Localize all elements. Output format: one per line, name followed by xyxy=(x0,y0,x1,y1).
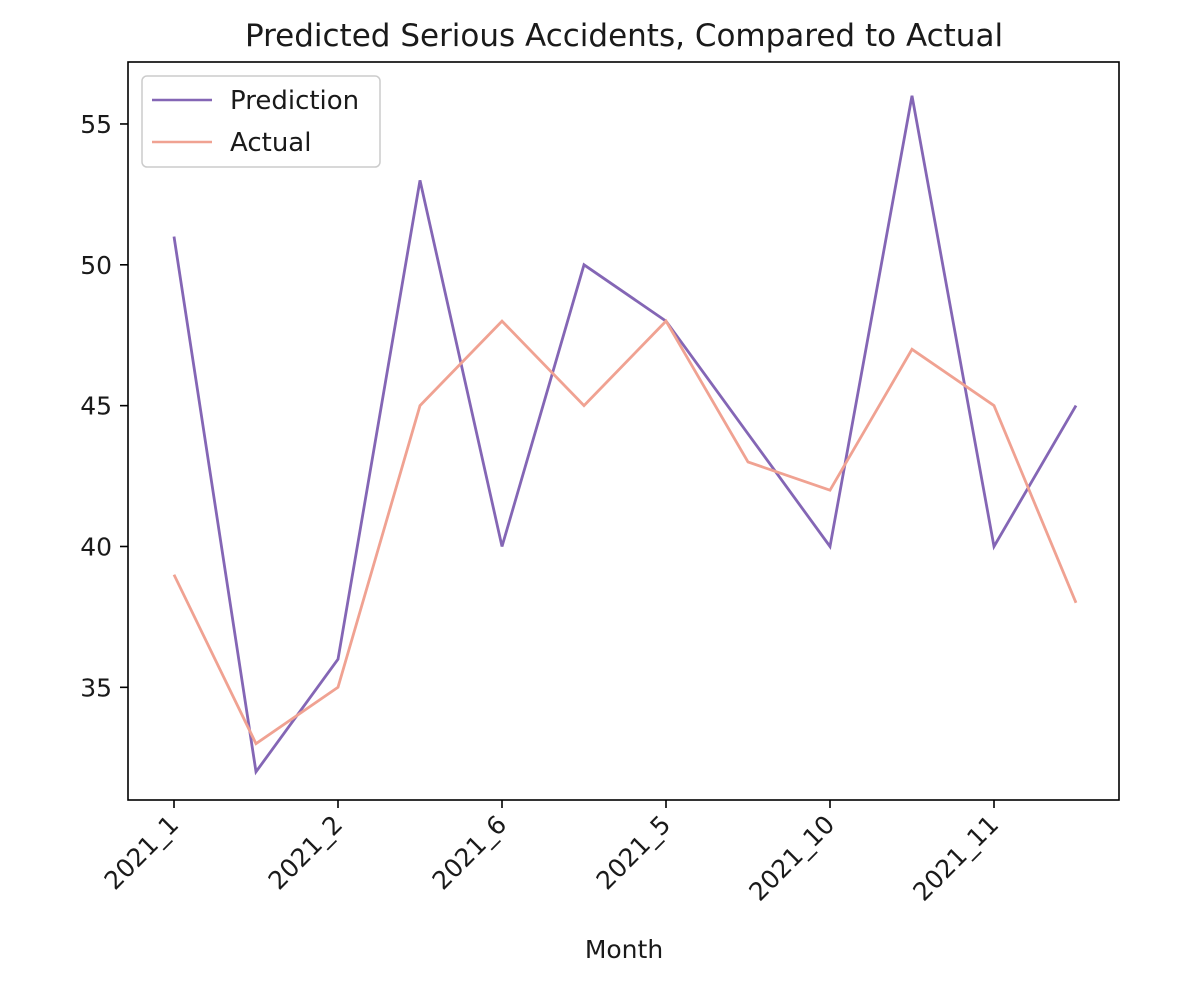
chart-title: Predicted Serious Accidents, Compared to… xyxy=(245,18,1003,54)
legend: Prediction Actual xyxy=(141,75,381,168)
y-tick-label: 45 xyxy=(80,392,112,421)
x-axis-label: Month xyxy=(585,935,663,964)
y-tick-label: 50 xyxy=(80,251,112,280)
y-tick-label: 40 xyxy=(80,532,112,561)
x-tick-label: 2021_2 xyxy=(263,810,349,896)
x-tick-label: 2021_1 xyxy=(99,810,185,896)
y-tick-label: 55 xyxy=(80,110,112,139)
series-line-actual xyxy=(172,318,1078,746)
legend-label-prediction: Prediction xyxy=(230,86,359,116)
series-line-prediction xyxy=(172,95,1078,776)
legend-label-actual: Actual xyxy=(230,128,311,158)
series-layer xyxy=(172,95,1078,776)
plot-area xyxy=(127,61,1120,801)
x-tick-label: 2021_10 xyxy=(743,810,840,907)
x-tick-label: 2021_11 xyxy=(907,810,1004,907)
y-tick-label: 35 xyxy=(80,673,112,702)
axis-ticks: 35 40 45 50 55 2021_1 2021_2 2021_6 2021_5 2021_1… xyxy=(80,110,1004,907)
x-tick-label: 2021_5 xyxy=(591,810,677,896)
x-tick-label: 2021_6 xyxy=(427,810,513,896)
